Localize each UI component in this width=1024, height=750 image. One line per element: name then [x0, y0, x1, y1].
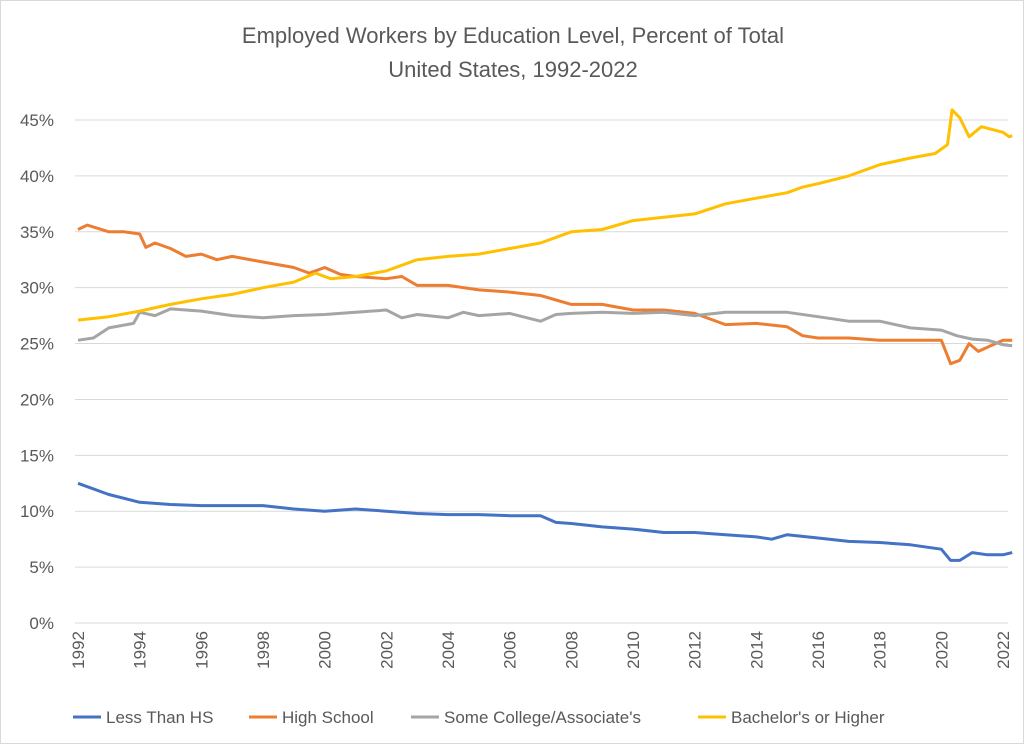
y-tick-label: 20%	[20, 390, 54, 409]
x-tick-label: 2010	[624, 631, 643, 669]
series-line-high-school	[77, 223, 1013, 366]
y-tick-label: 15%	[20, 446, 54, 465]
legend-label: Some College/Associate's	[444, 708, 641, 727]
y-tick-label: 35%	[20, 223, 54, 242]
x-tick-label: 2012	[686, 631, 705, 669]
x-tick-label: 1994	[131, 631, 150, 669]
y-tick-label: 25%	[20, 335, 54, 354]
chart-subtitle: United States, 1992-2022	[388, 57, 638, 82]
legend-item: Some College/Associate's	[411, 708, 641, 727]
legend-item: Less Than HS	[73, 708, 213, 727]
y-tick-label: 30%	[20, 279, 54, 298]
legend-item: High School	[249, 708, 374, 727]
x-tick-label: 2022	[994, 631, 1013, 669]
x-tick-label: 2008	[562, 631, 581, 669]
legend-label: Bachelor's or Higher	[731, 708, 885, 727]
x-tick-label: 2002	[377, 631, 396, 669]
series-line-bachelor-s-or-higher	[77, 108, 1013, 322]
y-tick-label: 0%	[29, 614, 54, 633]
x-tick-label: 2000	[316, 631, 335, 669]
chart-title: Employed Workers by Education Level, Per…	[242, 23, 784, 48]
x-tick-label: 2018	[871, 631, 890, 669]
x-tick-label: 2020	[932, 631, 951, 669]
y-tick-label: 10%	[20, 502, 54, 521]
legend-label: High School	[282, 708, 374, 727]
x-tick-label: 2006	[501, 631, 520, 669]
y-tick-label: 40%	[20, 167, 54, 186]
y-tick-label: 5%	[29, 558, 54, 577]
x-tick-label: 2014	[747, 631, 766, 669]
x-tick-label: 1998	[254, 631, 273, 669]
x-tick-label: 2004	[439, 631, 458, 669]
x-tick-label: 1992	[69, 631, 88, 669]
y-tick-label: 45%	[20, 111, 54, 130]
series-line-less-than-hs	[77, 481, 1013, 562]
series-line-some-college-associate-s	[77, 307, 1013, 348]
x-tick-label: 1996	[192, 631, 211, 669]
legend-item: Bachelor's or Higher	[698, 708, 885, 727]
x-tick-label: 2016	[809, 631, 828, 669]
legend-label: Less Than HS	[106, 708, 213, 727]
